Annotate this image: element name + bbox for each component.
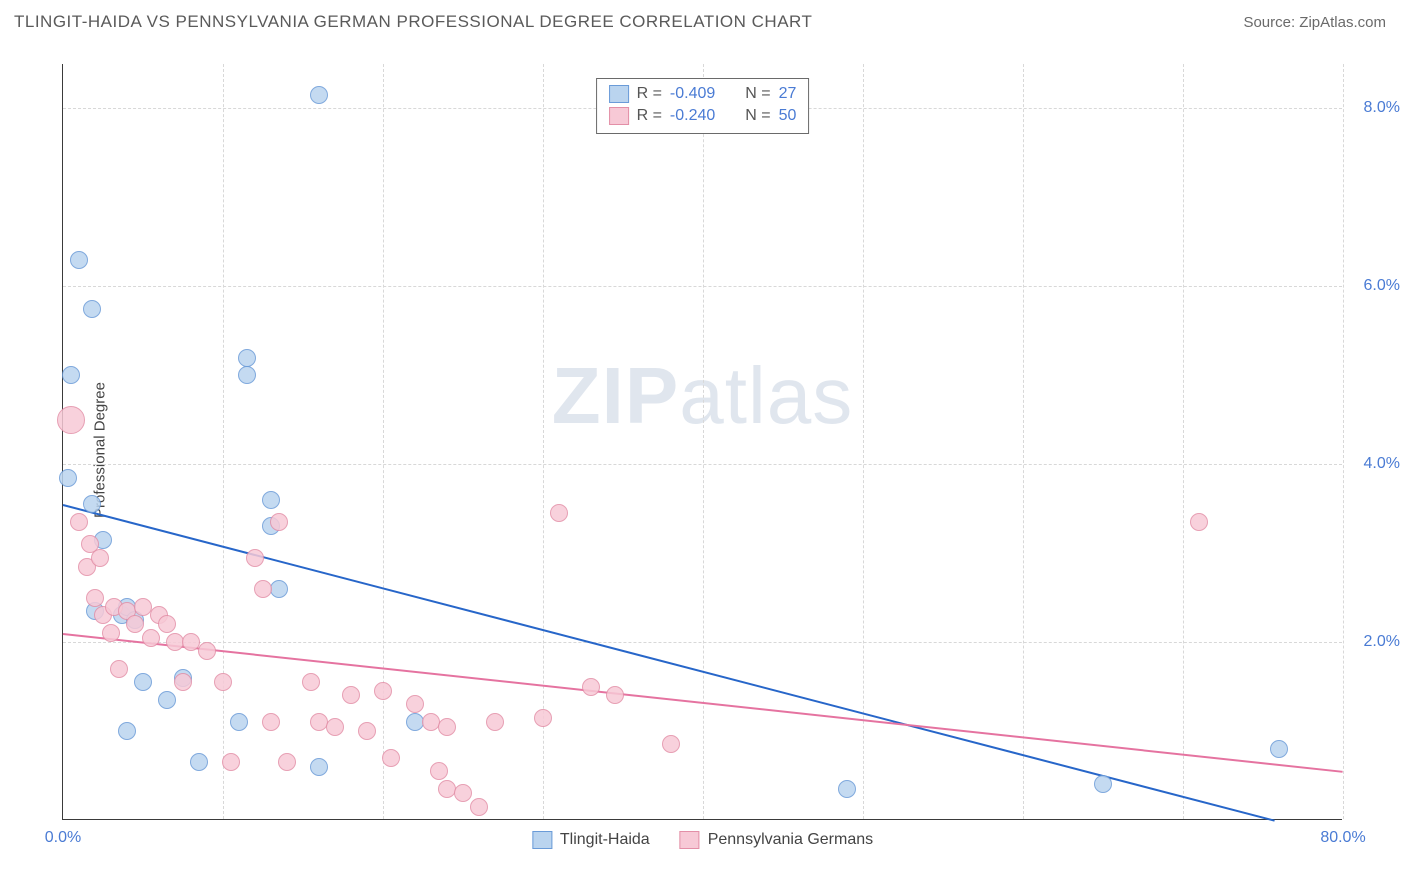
data-point — [158, 615, 176, 633]
gridline-v — [1343, 64, 1344, 819]
legend-n-value: 27 — [779, 85, 797, 103]
data-point — [110, 660, 128, 678]
data-point — [102, 624, 120, 642]
legend-r-value: -0.240 — [670, 107, 715, 125]
data-point — [278, 753, 296, 771]
data-point — [430, 762, 448, 780]
data-point — [326, 718, 344, 736]
data-point — [310, 758, 328, 776]
legend-swatch — [532, 831, 552, 849]
data-point — [62, 366, 80, 384]
data-point — [270, 513, 288, 531]
chart-title: TLINGIT-HAIDA VS PENNSYLVANIA GERMAN PRO… — [14, 12, 812, 32]
data-point — [358, 722, 376, 740]
data-point — [118, 722, 136, 740]
data-point — [238, 349, 256, 367]
data-point — [302, 673, 320, 691]
plot-area: ZIPatlas R = -0.409N = 27R = -0.240N = 5… — [62, 64, 1342, 820]
legend-r-label: R = — [637, 85, 662, 103]
data-point — [126, 615, 144, 633]
data-point — [534, 709, 552, 727]
data-point — [83, 495, 101, 513]
gridline-v — [383, 64, 384, 819]
legend-r-label: R = — [637, 107, 662, 125]
y-tick-label: 2.0% — [1364, 633, 1400, 651]
x-tick-label: 0.0% — [45, 829, 81, 847]
gridline-v — [1023, 64, 1024, 819]
y-tick-label: 6.0% — [1364, 277, 1400, 295]
data-point — [582, 678, 600, 696]
data-point — [438, 718, 456, 736]
gridline-v — [863, 64, 864, 819]
series-legend-label: Pennsylvania Germans — [708, 831, 873, 849]
data-point — [190, 753, 208, 771]
data-point — [406, 695, 424, 713]
data-point — [222, 753, 240, 771]
data-point — [1270, 740, 1288, 758]
data-point — [838, 780, 856, 798]
data-point — [70, 251, 88, 269]
legend-n-value: 50 — [779, 107, 797, 125]
data-point — [342, 686, 360, 704]
data-point — [1190, 513, 1208, 531]
data-point — [470, 798, 488, 816]
correlation-legend: R = -0.409 N = 27 R = -0.240 N = 50 — [596, 78, 810, 134]
data-point — [486, 713, 504, 731]
data-point — [158, 691, 176, 709]
data-point — [310, 86, 328, 104]
legend-n-label: N = — [745, 107, 770, 125]
legend-row: R = -0.240 N = 50 — [609, 105, 797, 127]
series-legend-item: Tlingit-Haida — [532, 831, 650, 849]
data-point — [174, 673, 192, 691]
y-tick-label: 8.0% — [1364, 99, 1400, 117]
legend-r-value: -0.409 — [670, 85, 715, 103]
series-legend-item: Pennsylvania Germans — [680, 831, 873, 849]
data-point — [238, 366, 256, 384]
data-point — [59, 469, 77, 487]
legend-swatch — [680, 831, 700, 849]
data-point — [70, 513, 88, 531]
legend-swatch — [609, 107, 629, 125]
data-point — [57, 406, 85, 434]
data-point — [214, 673, 232, 691]
data-point — [91, 549, 109, 567]
gridline-v — [543, 64, 544, 819]
data-point — [262, 491, 280, 509]
data-point — [662, 735, 680, 753]
data-point — [254, 580, 272, 598]
y-tick-label: 4.0% — [1364, 455, 1400, 473]
gridline-v — [223, 64, 224, 819]
data-point — [382, 749, 400, 767]
data-point — [1094, 775, 1112, 793]
legend-n-label: N = — [745, 85, 770, 103]
data-point — [270, 580, 288, 598]
data-point — [606, 686, 624, 704]
series-legend: Tlingit-Haida Pennsylvania Germans — [532, 831, 873, 849]
trendline — [63, 504, 1275, 822]
data-point — [134, 673, 152, 691]
x-tick-label: 80.0% — [1320, 829, 1365, 847]
data-point — [550, 504, 568, 522]
legend-row: R = -0.409 N = 27 — [609, 83, 797, 105]
data-point — [454, 784, 472, 802]
gridline-v — [703, 64, 704, 819]
legend-swatch — [609, 85, 629, 103]
data-point — [262, 713, 280, 731]
data-point — [83, 300, 101, 318]
data-point — [198, 642, 216, 660]
data-point — [374, 682, 392, 700]
data-point — [230, 713, 248, 731]
chart-container: Professional Degree ZIPatlas R = -0.409N… — [14, 50, 1392, 850]
data-point — [142, 629, 160, 647]
data-point — [246, 549, 264, 567]
gridline-v — [1183, 64, 1184, 819]
source-attribution: Source: ZipAtlas.com — [1243, 14, 1386, 31]
data-point — [86, 589, 104, 607]
series-legend-label: Tlingit-Haida — [560, 831, 650, 849]
